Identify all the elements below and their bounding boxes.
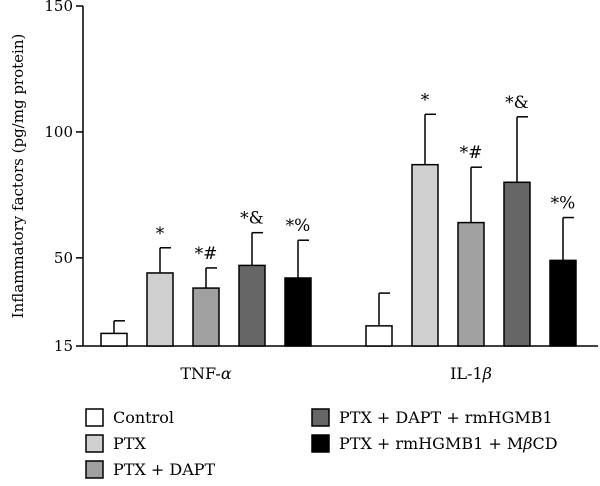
legend-label: PTX + DAPT xyxy=(113,460,216,479)
bar xyxy=(238,264,266,347)
bar xyxy=(457,221,485,347)
significance-label: *& xyxy=(240,209,264,229)
legend-label: PTX + rmHGMB1 + MβCD xyxy=(339,434,558,453)
x-category-label: TNF-α xyxy=(180,364,231,383)
axes: 15 50 100 150 Inflammatory factors (pg/mg pr… xyxy=(9,0,598,383)
legend-swatch xyxy=(85,408,104,427)
legend-swatch xyxy=(311,408,330,427)
y-tick-label: 150 xyxy=(44,0,73,15)
bar xyxy=(549,259,577,347)
significance-label: *% xyxy=(551,194,576,214)
bar xyxy=(365,325,393,347)
bar xyxy=(411,163,439,347)
bar xyxy=(100,332,128,347)
bars: * *# *& *% * *# *& *% xyxy=(100,90,577,347)
y-tick-label: 100 xyxy=(44,123,73,141)
y-tick-label: 15 xyxy=(54,337,73,355)
significance-label: *# xyxy=(195,244,218,264)
legend-swatch xyxy=(85,460,104,479)
significance-label: * xyxy=(156,224,165,244)
bar xyxy=(146,272,174,347)
x-category-label: IL-1β xyxy=(450,364,492,383)
bar xyxy=(503,181,531,347)
significance-label: *# xyxy=(460,143,483,163)
significance-label: *& xyxy=(505,93,529,113)
bar xyxy=(284,277,312,347)
y-axis-label: Inflammatory factors (pg/mg protein) xyxy=(9,34,27,319)
legend-label: PTX xyxy=(113,434,146,453)
legend: Control PTX PTX + DAPT PTX + DAPT + rmHGMB1… xyxy=(85,408,558,479)
legend-swatch xyxy=(311,434,330,453)
bar xyxy=(192,287,220,347)
legend-label: PTX + DAPT + rmHGMB1 xyxy=(339,408,553,427)
legend-label: Control xyxy=(113,408,174,427)
significance-label: * xyxy=(421,90,430,110)
y-tick-label: 50 xyxy=(54,249,73,267)
significance-label: *% xyxy=(286,216,311,236)
legend-swatch xyxy=(85,434,104,453)
